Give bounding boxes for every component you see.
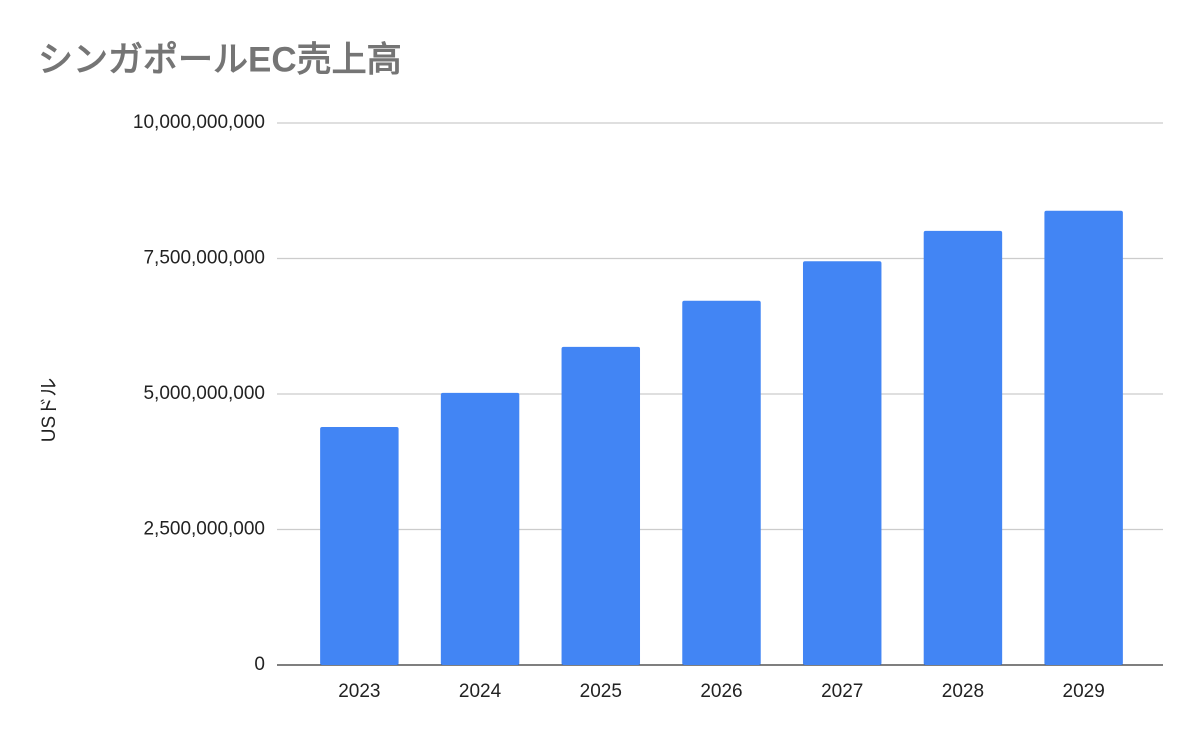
bar	[802, 261, 882, 665]
x-tick-label: 2026	[700, 681, 742, 702]
bar	[1044, 210, 1123, 665]
x-tick-label: 2023	[338, 681, 380, 702]
y-tick-label: 7,500,000,000	[143, 248, 265, 269]
y-tick-label: 0	[254, 654, 265, 675]
y-axis-label: USドル	[39, 378, 60, 442]
y-tick-label: 2,500,000,000	[143, 519, 265, 540]
bar	[561, 346, 641, 665]
x-tick-label: 2029	[1063, 681, 1105, 702]
bar	[923, 230, 1003, 665]
bar	[682, 300, 761, 665]
bar	[440, 392, 520, 665]
x-tick-label: 2027	[821, 681, 863, 702]
y-tick-label: 10,000,000,000	[133, 112, 265, 133]
chart-title: シンガポールEC売上高	[38, 39, 402, 79]
x-tick-label: 2028	[942, 681, 984, 702]
bar	[320, 427, 399, 665]
x-tick-label: 2025	[580, 681, 622, 702]
y-tick-label: 5,000,000,000	[143, 383, 265, 404]
x-tick-label: 2024	[459, 681, 502, 702]
